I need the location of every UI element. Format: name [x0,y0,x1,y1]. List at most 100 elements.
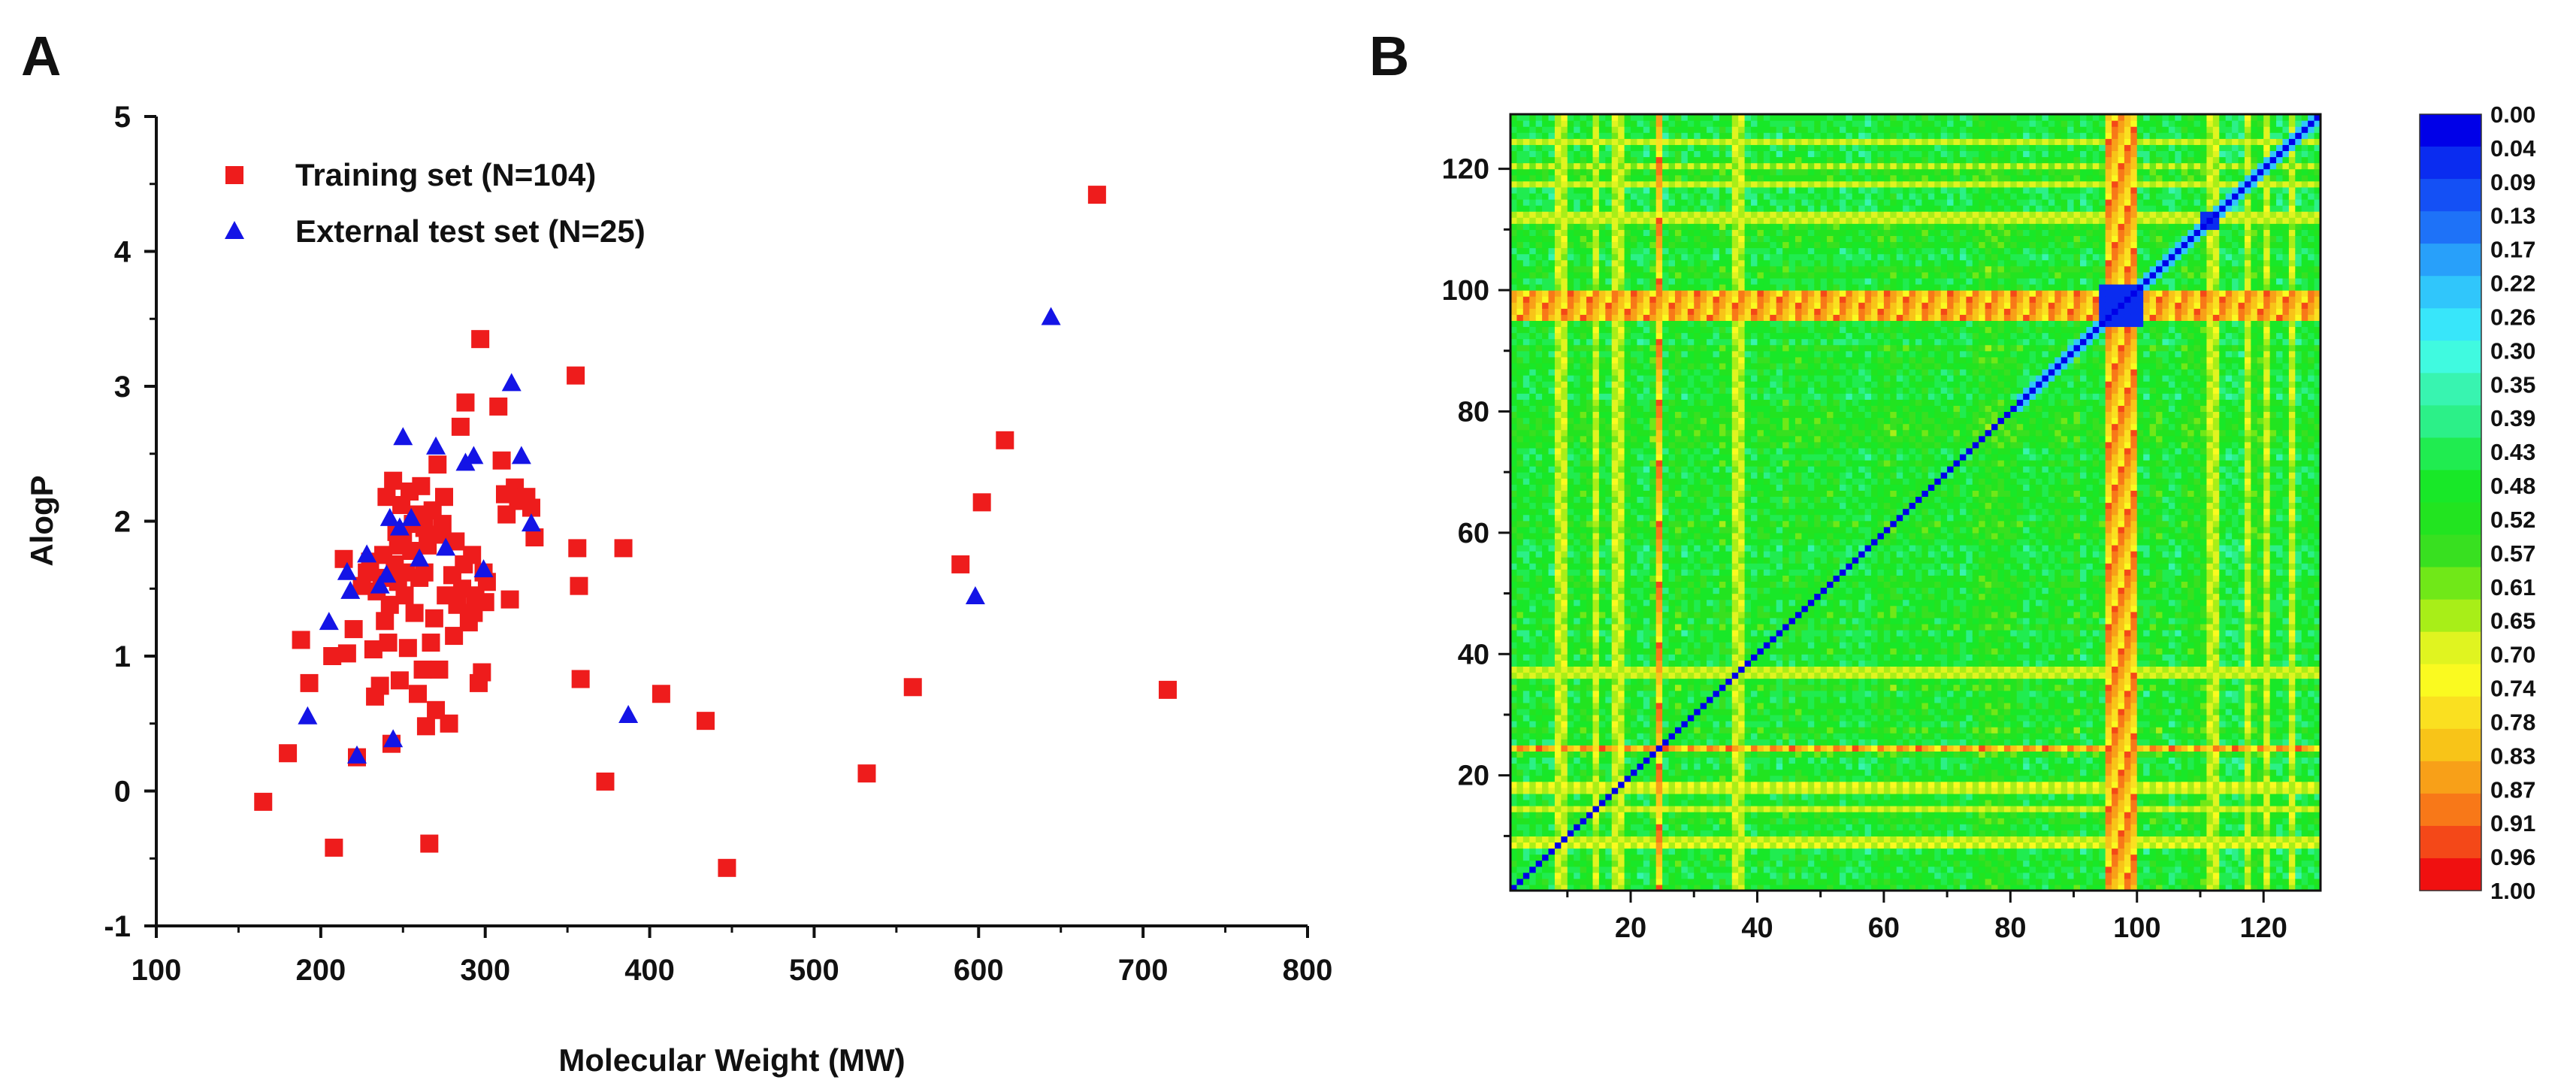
heatmap-cell [1580,466,1587,473]
heatmap-cell [1643,162,1650,170]
heatmap-cell [1738,866,1746,873]
heatmap-cell [1611,727,1619,734]
heatmap-cell [1631,375,1638,382]
heatmap-cell [1674,381,1682,388]
heatmap-cell [1611,854,1619,861]
heatmap-cell [1668,132,1676,139]
heatmap-cell [1624,708,1631,715]
heatmap-cell [1713,290,1720,297]
heatmap-cell [1687,520,1695,528]
heatmap-cell [1744,739,1752,746]
heatmap-cell [1624,878,1631,885]
heatmap-cell [1516,678,1524,685]
heatmap-cell [1631,569,1638,576]
heatmap-cell [1637,120,1644,127]
heatmap-cell [1731,265,1739,273]
heatmap-cell [1649,290,1657,297]
heatmap-cell [1510,271,1518,279]
heatmap-cell [1554,830,1562,836]
heatmap-cell [1631,393,1638,400]
heatmap-cell [1522,162,1530,170]
heatmap-cell [1554,684,1562,691]
heatmap-cell [1725,174,1733,182]
heatmap-cell [1731,520,1739,528]
heatmap-cell [1535,860,1543,867]
heatmap-cell [1611,544,1619,552]
heatmap-cell [1637,156,1644,164]
heatmap-cell [1580,836,1587,843]
scatter-y-tick-label: 2 [114,506,131,539]
heatmap-cell [1529,878,1537,885]
heatmap-cell [1738,508,1746,516]
heatmap-cell [1567,302,1574,309]
heatmap-cell [1707,733,1714,740]
heatmap-cell [1592,326,1600,334]
heatmap-cell [1561,502,1568,510]
heatmap-cell [1535,356,1543,364]
heatmap-cell [1694,290,1701,297]
heatmap-cell [1554,490,1562,498]
heatmap-cell [1529,648,1537,655]
heatmap-cell [1510,308,1518,315]
heatmap-cell [1719,654,1726,661]
heatmap-cell [1529,114,1537,121]
heatmap-cell [1687,623,1695,631]
heatmap-cell [1618,569,1625,576]
heatmap-cell [1580,617,1587,625]
heatmap-cell [1655,557,1663,564]
heatmap-cell [1744,684,1752,691]
heatmap-cell [1554,277,1562,285]
heatmap-cell [1574,132,1581,139]
heatmap-cell [1574,654,1581,661]
heatmap-cell [1744,666,1752,673]
heatmap-cell [1535,581,1543,588]
heatmap-cell [1655,787,1663,794]
heatmap-cell [1516,860,1524,867]
heatmap-cell [1655,484,1663,491]
heatmap-cell [1694,344,1701,352]
heatmap-cell [1554,332,1562,340]
heatmap-cell [1719,120,1726,127]
heatmap-cell [1624,812,1631,818]
heatmap-cell [1725,350,1733,358]
heatmap-cell [1561,569,1568,576]
heatmap-cell [1725,696,1733,703]
heatmap-cell [1744,860,1752,867]
heatmap-cell [1574,271,1581,279]
heatmap-cell [1561,751,1568,758]
heatmap-cell [1731,629,1739,637]
heatmap-cell [1694,277,1701,285]
heatmap-cell [1580,854,1587,861]
heatmap-cell [1567,338,1574,346]
heatmap-cell [1598,569,1606,576]
heatmap-cell [1611,247,1619,255]
heatmap-cell [1592,211,1600,218]
heatmap-cell [1731,393,1739,400]
heatmap-cell [1725,362,1733,370]
heatmap-cell [1662,393,1670,400]
heatmap-cell [1598,144,1606,152]
heatmap-cell [1605,623,1613,631]
heatmap-cell [1542,417,1550,425]
heatmap-cell [1668,338,1676,346]
heatmap-cell [1719,356,1726,364]
heatmap-cell [1586,878,1594,885]
heatmap-cell [1561,836,1568,843]
heatmap-cell [1731,714,1739,721]
heatmap-cell [1713,884,1720,891]
test-point [347,745,367,764]
heatmap-cell [1700,423,1707,431]
heatmap-cell [1719,623,1726,631]
heatmap-cell [1744,708,1752,715]
heatmap-cell [1516,362,1524,370]
heatmap-cell [1725,332,1733,340]
heatmap-cell [1605,472,1613,479]
heatmap-cell [1694,338,1701,346]
heatmap-cell [1713,168,1720,176]
heatmap-cell [1662,387,1670,394]
heatmap-cell [1522,666,1530,673]
heatmap-cell [1725,126,1733,133]
heatmap-cell [1637,739,1644,746]
heatmap-cell [1649,235,1657,243]
heatmap-cell [1731,447,1739,455]
